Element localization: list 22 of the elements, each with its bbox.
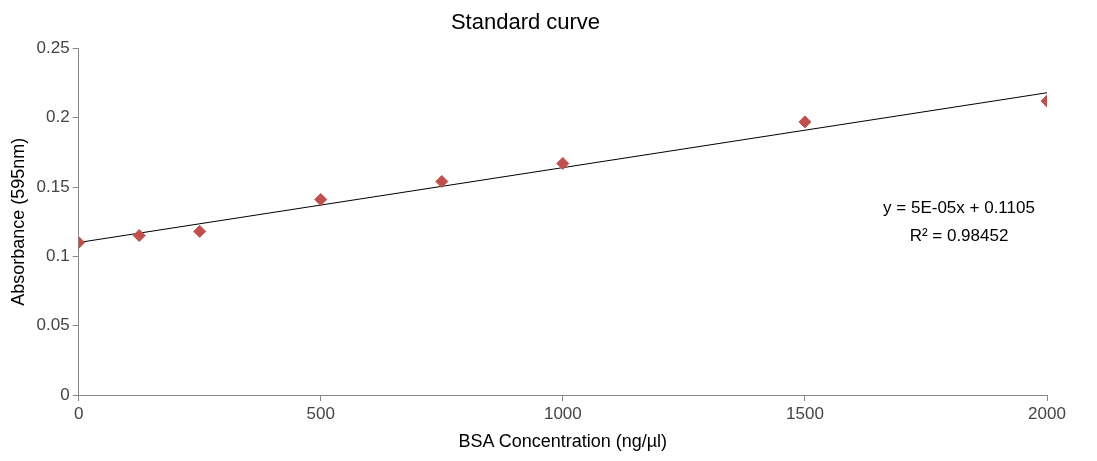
x-tick-label: 1500 [786, 403, 824, 423]
x-tick-label: 2000 [1028, 403, 1066, 423]
point [132, 229, 146, 243]
y-axis-title: Absorbance (595nm) [7, 137, 28, 306]
y-tick-label: 0 [60, 384, 70, 404]
chart-title: Standard curve [450, 9, 601, 35]
point [314, 193, 328, 207]
point [798, 115, 812, 129]
x-tick-label: 1000 [543, 403, 582, 423]
point [435, 174, 449, 188]
y-tick-label: 0.25 [36, 38, 70, 58]
y-tick-label: 0.15 [36, 176, 70, 196]
point [556, 156, 570, 170]
x-tick-label: 500 [306, 403, 335, 423]
y-tick-label: 0.2 [46, 107, 70, 127]
y-tick-label: 0.1 [46, 246, 70, 266]
y-tick-label: 0.05 [36, 315, 70, 335]
annotation: R² = 0.98452 [909, 226, 1009, 246]
x-tick-label: 0 [73, 403, 84, 423]
x-axis-title: BSA Concentration (ng/µl) [458, 431, 668, 452]
annotation: y = 5E-05x + 0.1105 [883, 198, 1035, 218]
point [193, 224, 207, 238]
